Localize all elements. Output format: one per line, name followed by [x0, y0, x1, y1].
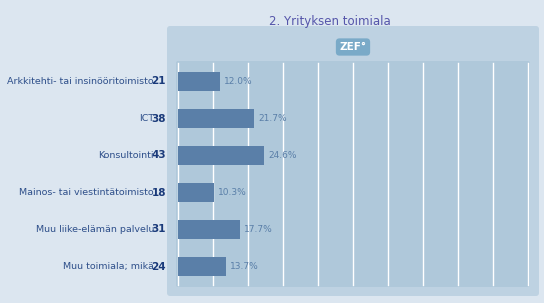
Text: 31: 31	[151, 225, 166, 235]
Text: ZEF°: ZEF°	[339, 42, 367, 52]
Text: 43: 43	[151, 151, 166, 161]
Text: 13.7%: 13.7%	[230, 262, 259, 271]
Bar	[178, 109, 254, 128]
Text: Konsultointi: Konsultointi	[98, 151, 154, 160]
Bar	[178, 72, 220, 91]
Text: 18: 18	[151, 188, 166, 198]
Text: Muu liike-elämän palvelu: Muu liike-elämän palvelu	[35, 225, 154, 234]
Text: Muu toimiala; mikä: Muu toimiala; mikä	[63, 262, 154, 271]
Text: 21: 21	[151, 76, 166, 86]
Bar	[178, 183, 214, 202]
Text: ICT: ICT	[139, 114, 154, 123]
FancyBboxPatch shape	[176, 61, 530, 287]
Text: 24: 24	[151, 261, 166, 271]
Text: 24.6%: 24.6%	[268, 151, 296, 160]
FancyBboxPatch shape	[167, 26, 539, 296]
Text: Arkkitehti- tai insinööritoimisto: Arkkitehti- tai insinööritoimisto	[8, 77, 154, 86]
Text: 38: 38	[151, 114, 166, 124]
Text: 12.0%: 12.0%	[224, 77, 252, 86]
Bar	[178, 146, 264, 165]
Bar	[178, 220, 240, 239]
Bar	[178, 257, 226, 276]
Text: 17.7%: 17.7%	[244, 225, 273, 234]
Text: 10.3%: 10.3%	[218, 188, 247, 197]
Text: 21.7%: 21.7%	[258, 114, 287, 123]
Text: Mainos- tai viestintätoimisto: Mainos- tai viestintätoimisto	[20, 188, 154, 197]
Text: 2. Yrityksen toimiala: 2. Yrityksen toimiala	[269, 15, 391, 28]
